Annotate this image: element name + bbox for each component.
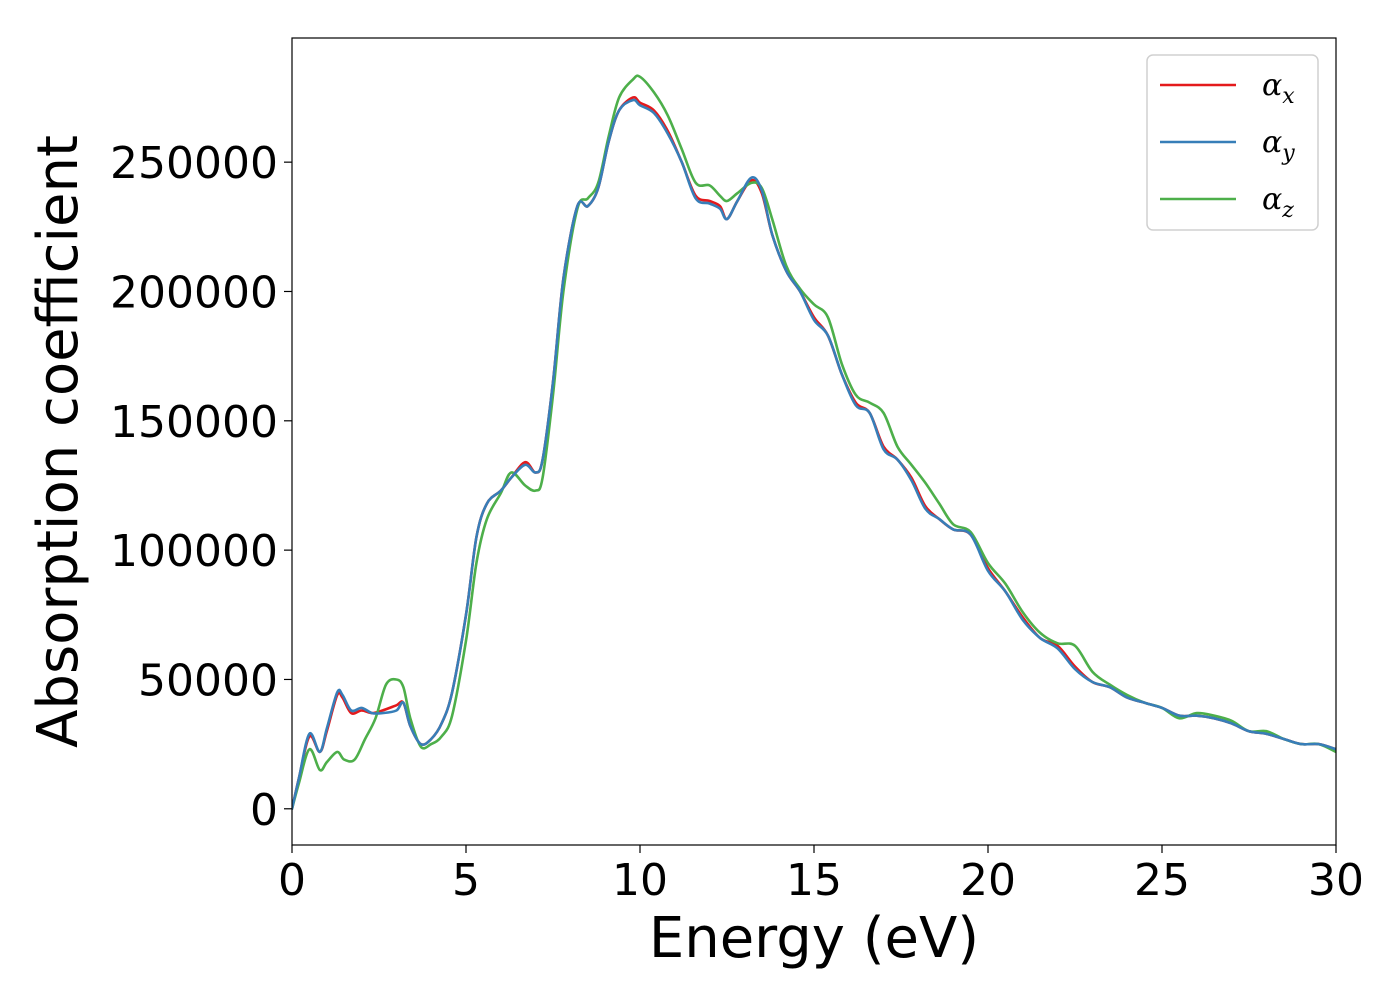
x-tick-label: 5 — [452, 855, 480, 906]
y-tick-label: 250000 — [110, 138, 278, 189]
y-axis-title: Absorption coefficient — [26, 135, 91, 748]
x-tick-label: 25 — [1134, 855, 1190, 906]
y-tick-label: 200000 — [110, 267, 278, 318]
y-tick-label: 150000 — [110, 397, 278, 448]
axes-layer: 0 5 10 15 20 25 30 0 50000 100000 150000 200000 2500… — [26, 37, 1364, 971]
x-axis-title: Energy (eV) — [649, 906, 979, 971]
x-tick-label: 0 — [278, 855, 306, 906]
x-tick-label: 15 — [786, 855, 842, 906]
y-tick-label: 0 — [250, 785, 278, 836]
x-tick-label: 10 — [612, 855, 668, 906]
x-tick-label: 30 — [1308, 855, 1364, 906]
y-tick-label: 50000 — [138, 655, 278, 706]
series-line-y — [292, 98, 1336, 811]
y-tick-label: 100000 — [110, 526, 278, 577]
series-layer — [292, 74, 1336, 811]
x-tick-label: 20 — [960, 855, 1016, 906]
